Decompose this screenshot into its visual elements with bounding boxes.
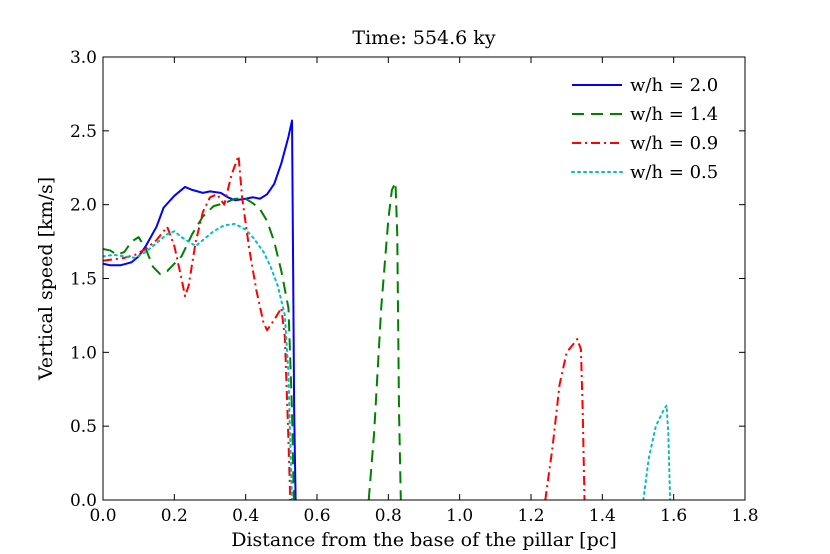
legend-label: w/h = 0.5 xyxy=(630,162,718,183)
series-line xyxy=(103,119,297,500)
y-tick-label: 2.0 xyxy=(70,196,97,216)
x-tick-label: 0.4 xyxy=(232,506,259,526)
series-line xyxy=(642,404,672,500)
x-tick-label: 1.4 xyxy=(589,506,616,526)
series-w-h-2-0 xyxy=(103,119,297,500)
y-axis-label: Vertical speed [km/s] xyxy=(35,177,57,381)
x-tick-label: 0.8 xyxy=(375,506,402,526)
y-tick-label: 2.5 xyxy=(70,122,97,142)
y-tick-label: 1.5 xyxy=(70,270,97,290)
y-tick-label: 0.5 xyxy=(70,417,97,437)
legend-label: w/h = 1.4 xyxy=(630,104,718,125)
x-tick-label: 1.2 xyxy=(517,506,544,526)
legend-label: w/h = 2.0 xyxy=(630,75,718,96)
legend: w/h = 2.0 w/h = 1.4 w/h = 0.9 w/h = 0.5 xyxy=(571,75,718,183)
x-tick-label: 0.0 xyxy=(89,506,116,526)
x-tick-label: 1.6 xyxy=(660,506,687,526)
series-line xyxy=(103,154,292,500)
series-line xyxy=(544,338,586,500)
series-w-h-0-9 xyxy=(103,154,586,500)
series-line xyxy=(367,181,402,500)
x-tick-label: 1.0 xyxy=(446,506,473,526)
series-line xyxy=(103,222,294,500)
x-tick-label: 0.6 xyxy=(303,506,330,526)
y-tick-label: 3.0 xyxy=(70,48,97,68)
x-tick-label: 1.8 xyxy=(731,506,758,526)
series-w-h-1-4 xyxy=(103,181,402,500)
x-axis-label: Distance from the base of the pillar [pc… xyxy=(231,529,617,551)
y-tick-label: 0.0 xyxy=(70,491,97,511)
x-tick-label: 0.2 xyxy=(161,506,188,526)
chart-title: Time: 554.6 ky xyxy=(352,27,495,49)
series-w-h-0-5 xyxy=(103,222,672,500)
y-tick-label: 1.0 xyxy=(70,343,97,363)
series-layer xyxy=(103,119,672,500)
legend-label: w/h = 0.9 xyxy=(630,133,718,154)
tick-layer: 0.0 0.2 0.4 0.6 0.8 1.0 1.2 1.4 1.6 1.8 0.0 0.5 1.0 1… xyxy=(70,48,759,526)
